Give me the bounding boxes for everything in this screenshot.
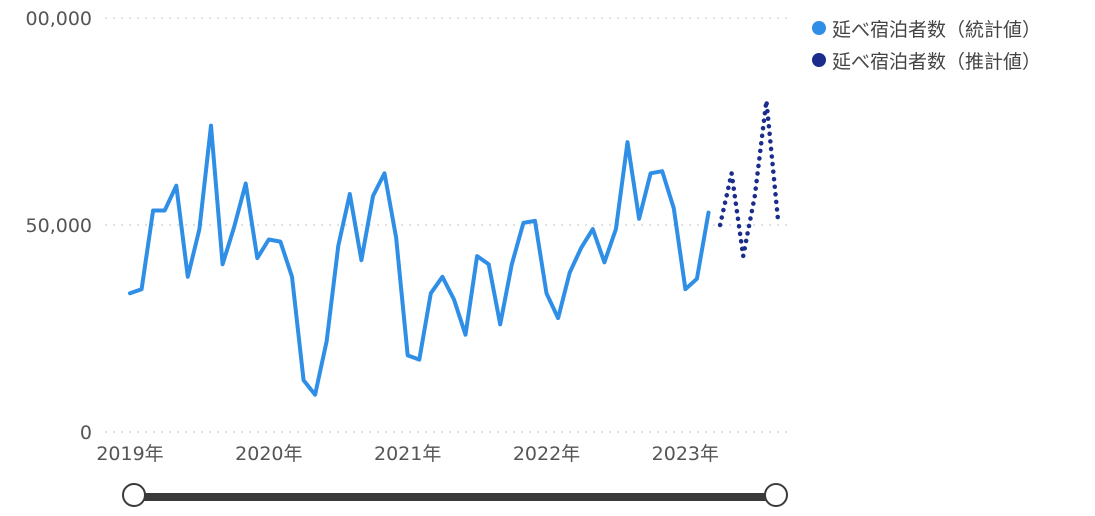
series-0-point-35 — [533, 219, 537, 223]
x-tick-label-4: 2023年 — [652, 443, 719, 465]
series-0-point-3 — [163, 209, 167, 213]
series-0-point-30 — [475, 254, 479, 258]
series-line-0 — [128, 123, 711, 397]
legend-item-estimated[interactable]: 延べ宿泊者数（推計値） — [812, 44, 1041, 76]
slider-track[interactable] — [134, 493, 776, 501]
y-tick-label-1: 50,000 — [26, 215, 92, 237]
series-0-point-0 — [128, 291, 132, 295]
y-axis-ticks: 0 50,000 00,000 — [26, 8, 92, 444]
series-0-point-43 — [626, 140, 630, 144]
series-0-point-14 — [290, 275, 294, 279]
series-1-point-1 — [730, 171, 734, 175]
slider-start-handle[interactable] — [122, 483, 146, 507]
legend-marker-statistical — [812, 21, 826, 35]
series-0-point-28 — [452, 298, 456, 302]
date-range-slider[interactable] — [120, 480, 790, 516]
series-0-point-47 — [672, 206, 676, 210]
legend: 延べ宿泊者数（統計値） 延べ宿泊者数（推計値） — [812, 12, 1041, 76]
series-0-point-40 — [591, 227, 595, 231]
series-0-point-26 — [429, 291, 433, 295]
series-0-point-33 — [510, 262, 514, 266]
series-line-1 — [717, 98, 781, 259]
series-1-point-4 — [764, 99, 768, 103]
series-0-point-12 — [267, 238, 271, 242]
series-0-point-19 — [348, 192, 352, 196]
x-tick-label-0: 2019年 — [96, 443, 163, 465]
series-0-point-27 — [440, 275, 444, 279]
series-0-point-23 — [394, 235, 398, 239]
legend-label-estimated: 延べ宿泊者数（推計値） — [832, 50, 1042, 73]
x-tick-label-1: 2020年 — [235, 443, 302, 465]
y-tick-label-0: 0 — [80, 422, 92, 444]
y-tick-label-2: 00,000 — [26, 8, 92, 30]
series-0-point-29 — [464, 333, 468, 337]
series-0-point-11 — [255, 256, 259, 260]
series-0-point-16 — [313, 393, 317, 397]
series-0-point-13 — [278, 240, 282, 244]
series-0-point-39 — [579, 246, 583, 250]
x-tick-label-3: 2022年 — [513, 443, 580, 465]
series-0-point-44 — [637, 217, 641, 221]
series-0-point-15 — [302, 378, 306, 382]
gridlines — [105, 17, 790, 433]
series-1-point-2 — [741, 254, 745, 258]
series-0-point-46 — [660, 169, 664, 173]
series-0-point-38 — [568, 271, 572, 275]
series-0-point-37 — [556, 316, 560, 320]
series-0-point-18 — [336, 244, 340, 248]
series-0-point-49 — [695, 277, 699, 281]
series-0-point-42 — [614, 227, 618, 231]
series-lines — [128, 98, 781, 397]
series-0-point-8 — [221, 262, 225, 266]
series-0-point-10 — [244, 182, 248, 186]
slider-end-handle[interactable] — [764, 483, 788, 507]
series-0-point-34 — [521, 221, 525, 225]
series-0-point-17 — [325, 339, 329, 343]
legend-item-statistical[interactable]: 延べ宿泊者数（統計値） — [812, 12, 1041, 44]
series-0-point-7 — [209, 124, 213, 128]
x-axis-ticks: 2019年 2020年 2021年 2022年 2023年 — [96, 443, 719, 465]
series-0-point-6 — [197, 227, 201, 231]
legend-marker-estimated — [812, 53, 826, 67]
series-0-point-2 — [151, 209, 155, 213]
series-1-point-5 — [776, 217, 780, 221]
series-0-point-22 — [383, 171, 387, 175]
series-0-point-21 — [371, 194, 375, 198]
series-0-point-24 — [406, 353, 410, 357]
series-0-point-20 — [359, 258, 363, 262]
series-0-point-9 — [232, 225, 236, 229]
series-0-point-5 — [186, 275, 190, 279]
series-0-point-41 — [602, 260, 606, 264]
x-tick-label-2: 2021年 — [374, 443, 441, 465]
series-1-point-0 — [718, 223, 722, 227]
series-0-point-32 — [498, 322, 502, 326]
legend-label-statistical: 延べ宿泊者数（統計値） — [832, 18, 1042, 41]
series-0-point-1 — [140, 287, 144, 291]
series-1-point-3 — [753, 194, 757, 198]
series-0-point-50 — [707, 211, 711, 215]
series-0-point-48 — [683, 287, 687, 291]
series-0-point-25 — [417, 358, 421, 362]
series-0-point-31 — [487, 262, 491, 266]
series-0-point-4 — [174, 184, 178, 188]
series-0-point-45 — [649, 171, 653, 175]
series-0-point-36 — [545, 291, 549, 295]
